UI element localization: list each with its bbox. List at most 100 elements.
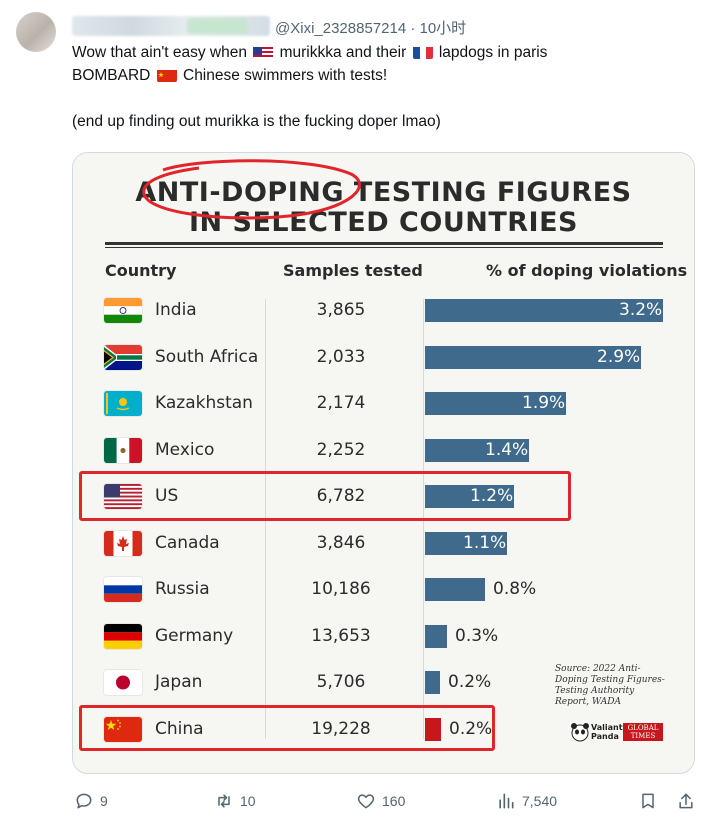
country-name: China [155,718,204,739]
violation-bar [425,578,485,601]
india-flag-icon [104,298,142,323]
samples-value: 3,865 [316,300,366,320]
country-name: Russia [155,579,210,599]
tweet-text-segment: lapdogs in paris [434,44,548,61]
tweet-line-2: BOMBARD Chinese swimmers with tests! [72,64,692,87]
table-row: India 3,865 3.2% [73,288,694,334]
country-name: US [155,486,179,506]
bookmark-button[interactable] [638,787,664,815]
canada-flag-icon [104,530,142,556]
violation-label: 0.8% [493,579,537,599]
violation-bar [425,485,514,508]
views-count: 7,540 [522,793,558,809]
us-flag-icon [253,45,274,59]
red-ellipse-annotation [142,159,361,220]
reply-count: 9 [100,793,108,809]
title-line-2: IN SELECTED COUNTRIES [188,207,578,238]
samples-value: 5,706 [316,672,366,692]
south-africa-flag-icon [104,344,142,370]
samples-value: 10,186 [311,579,371,599]
country-name: Canada [155,532,220,553]
violation-bar [425,392,566,415]
samples-value: 13,653 [311,625,371,646]
logo-text: GLOBAL [627,724,659,732]
share-button[interactable] [676,787,702,815]
logo-text: Valiant [591,723,623,732]
tweet-media-card[interactable]: ANTI-DOPING TESTING FIGURES IN SELECTED … [72,152,695,774]
share-icon [679,793,693,809]
country-name: Germany [155,625,234,646]
table-row: US 6,782 1.2% [73,474,694,520]
blurred-display-name[interactable] [72,16,270,36]
retweet-count: 10 [240,793,256,809]
views-icon [499,793,514,809]
china-flag-icon [104,716,142,742]
violation-label: 1.9% [522,393,566,413]
tweet-text-segment: Wow that ain't easy when [72,44,252,61]
tweet-text-segment: murikkka and their [275,44,411,61]
samples-value: 2,174 [316,393,366,413]
retweet-icon [218,794,230,808]
russia-flag-icon [104,577,142,602]
panda-icon [571,723,589,742]
violation-bar [425,299,663,322]
column-header-country: Country [105,261,177,280]
country-name: South Africa [155,346,259,367]
tweet-line-1: Wow that ain't easy when murikkka and th… [72,41,692,64]
reply-button[interactable]: 9 [74,787,108,815]
violation-label: 0.3% [455,625,499,646]
publisher-logos: Valiant Panda GLOBAL TIMES [570,722,665,742]
country-name: India [155,300,197,320]
samples-value: 3,846 [316,532,366,553]
china-flag-icon [156,68,177,82]
tweet-text-segment: BOMBARD [72,67,155,84]
violation-label: 1.2% [470,486,514,506]
heart-icon [357,794,375,809]
table-row: South Africa 2,033 2.9% [73,335,694,381]
tweet-text-segment: Chinese swimmers with tests! [178,67,388,84]
country-name: Kazakhstan [155,393,253,413]
title-line-1: ANTI-DOPING TESTING FIGURES [135,177,632,208]
france-flag-icon [412,45,433,59]
violation-bar [425,624,447,648]
violation-bar [425,345,641,369]
tweet-text: Wow that ain't easy when murikkka and th… [72,41,692,133]
retweet-button[interactable]: 10 [214,787,256,815]
logo-text: Panda [591,732,619,741]
title-rule-thin [105,247,663,248]
violation-bar [425,671,440,694]
germany-flag-icon [104,623,142,649]
samples-value: 2,033 [316,346,366,367]
violation-label: 1.4% [485,439,529,460]
like-count: 160 [382,793,406,809]
red-box-annotation-us [79,471,571,521]
violation-label: 0.2% [448,672,492,692]
table-row: Canada 3,846 1.1% [73,521,694,567]
views-button[interactable]: 7,540 [496,787,557,815]
like-button[interactable]: 160 [356,787,405,815]
table-row: Japan 5,706 0.2% [73,660,694,706]
column-header-violations: % of doping violations [486,261,688,280]
user-handle[interactable]: @Xixi_2328857214 · 10小时 [275,20,467,37]
violation-label: 2.9% [597,346,641,367]
country-name: Mexico [155,439,215,460]
violation-bar [425,717,441,741]
violation-bar [425,531,507,555]
valiant-panda-logo: Valiant Panda [570,722,623,742]
table-row: Mexico 2,252 1.4% [73,428,694,474]
table-row: Germany 13,653 0.3% [73,614,694,660]
samples-value: 2,252 [316,439,366,460]
title-rule [105,242,663,245]
tweet-action-bar: 9 10 160 7,540 [72,787,702,815]
bookmark-icon [642,793,654,809]
tweet-blank-line [72,87,692,110]
tweet-line-4: (end up finding out murikka is the fucki… [72,113,441,130]
mexico-flag-icon [104,437,142,463]
country-name: Japan [155,672,203,692]
violation-label: 3.2% [619,300,663,320]
table-row: China 19,228 0.2% [73,707,694,753]
reply-icon [76,793,92,809]
infographic-image: ANTI-DOPING TESTING FIGURES IN SELECTED … [73,153,694,773]
violation-bar [425,438,529,462]
avatar[interactable] [16,12,56,52]
